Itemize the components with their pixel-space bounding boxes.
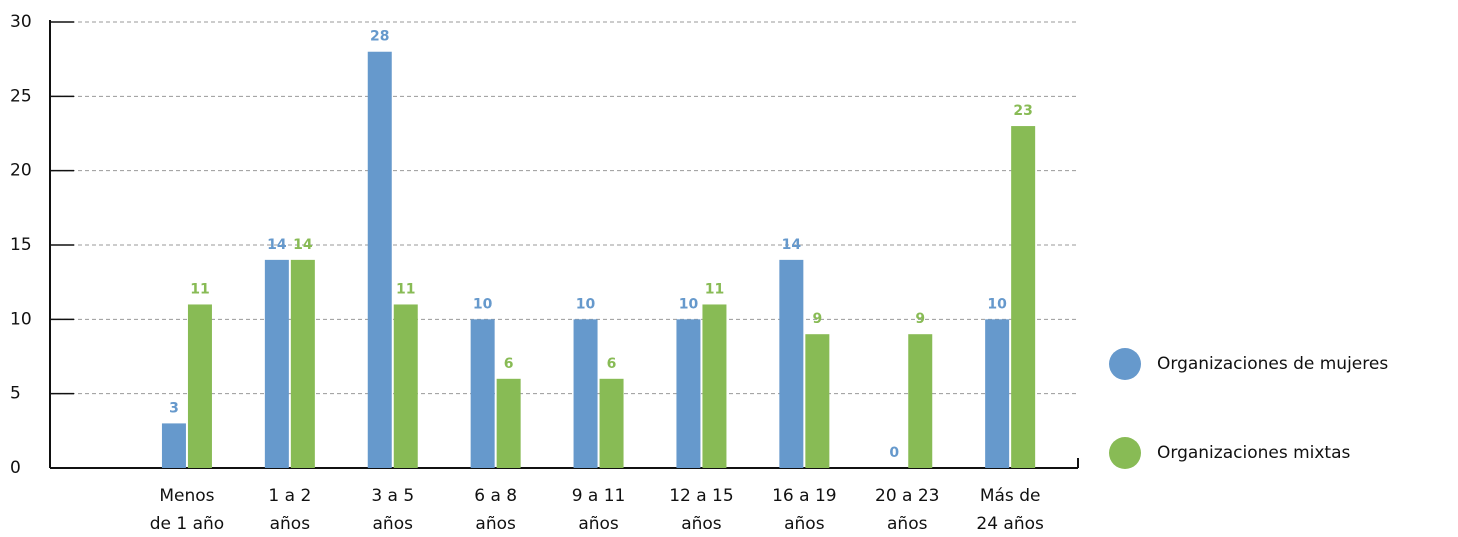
legend-swatch bbox=[1109, 437, 1141, 469]
bar bbox=[908, 334, 933, 468]
bar bbox=[779, 259, 804, 468]
value-label: 6 bbox=[607, 356, 617, 372]
bar bbox=[985, 319, 1010, 468]
bar bbox=[470, 319, 495, 468]
y-tick-label: 10 bbox=[10, 309, 32, 329]
y-tick-label: 5 bbox=[10, 384, 21, 404]
x-tick-label: 6 a 8 años bbox=[474, 486, 517, 534]
bar bbox=[290, 259, 315, 468]
value-label: 9 bbox=[812, 311, 822, 327]
bar bbox=[702, 304, 727, 468]
value-label: 10 bbox=[473, 296, 493, 312]
x-tick-label: 1 a 2 años bbox=[268, 486, 311, 534]
value-label: 14 bbox=[267, 237, 287, 253]
legend-label: Organizaciones mixtas bbox=[1157, 443, 1351, 463]
value-label: 11 bbox=[396, 281, 415, 297]
value-label: 10 bbox=[576, 296, 596, 312]
legend-swatch bbox=[1109, 348, 1141, 380]
value-label: 14 bbox=[782, 237, 802, 253]
y-tick-label: 20 bbox=[10, 161, 32, 181]
bar bbox=[264, 259, 289, 468]
y-tick-label: 30 bbox=[10, 12, 32, 32]
value-label: 9 bbox=[915, 311, 925, 327]
value-label: 23 bbox=[1013, 103, 1032, 119]
value-label: 10 bbox=[987, 296, 1007, 312]
value-label: 14 bbox=[293, 237, 313, 253]
value-label: 28 bbox=[370, 29, 389, 45]
value-label: 11 bbox=[705, 281, 724, 297]
value-label: 3 bbox=[169, 400, 179, 416]
bar bbox=[496, 378, 521, 468]
x-tick-label: 20 a 23 años bbox=[875, 486, 940, 534]
x-tick-label: Menos de 1 año bbox=[150, 486, 224, 534]
x-tick-label: 16 a 19 años bbox=[772, 486, 837, 534]
x-tick-label: Más de 24 años bbox=[976, 486, 1044, 534]
bar bbox=[805, 334, 830, 468]
bar bbox=[676, 319, 701, 468]
bar bbox=[161, 423, 186, 468]
bar bbox=[1011, 126, 1036, 469]
legend-label: Organizaciones de mujeres bbox=[1157, 354, 1388, 374]
x-tick-label: 3 a 5 años bbox=[371, 486, 414, 534]
y-tick-label: 25 bbox=[10, 86, 32, 106]
y-tick-label: 15 bbox=[10, 235, 32, 255]
bar bbox=[573, 319, 598, 468]
value-label: 0 bbox=[889, 445, 899, 461]
bar bbox=[367, 51, 392, 468]
value-label: 6 bbox=[504, 356, 514, 372]
value-label: 10 bbox=[679, 296, 699, 312]
bar bbox=[393, 304, 418, 468]
bar bbox=[599, 378, 624, 468]
x-tick-label: 9 a 11 años bbox=[572, 486, 626, 534]
bar bbox=[187, 304, 212, 468]
value-label: 11 bbox=[190, 281, 209, 297]
y-tick-label: 0 bbox=[10, 458, 21, 478]
x-tick-label: 12 a 15 años bbox=[669, 486, 734, 534]
